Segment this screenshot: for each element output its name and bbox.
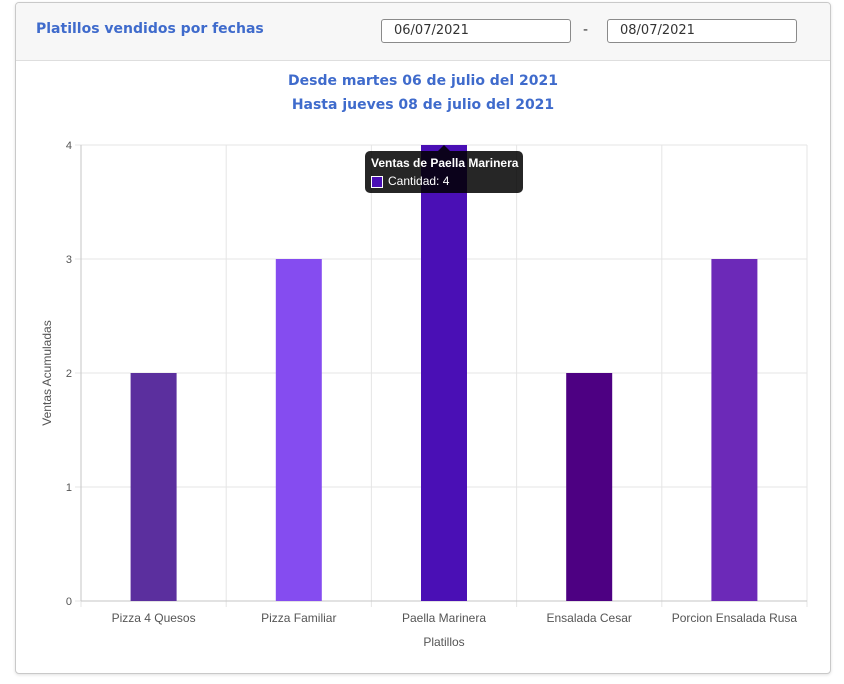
tooltip-swatch bbox=[371, 176, 383, 188]
x-tick-label: Pizza Familiar bbox=[261, 611, 336, 625]
bar-4 bbox=[711, 259, 758, 601]
y-tick-label: 0 bbox=[66, 596, 72, 608]
date-separator: - bbox=[583, 22, 589, 38]
y-tick-label: 3 bbox=[66, 254, 72, 266]
date-to-input[interactable]: 08/07/2021 bbox=[607, 19, 797, 43]
x-axis-title: Platillos bbox=[423, 635, 464, 649]
bar-3 bbox=[566, 373, 613, 601]
card-title: Platillos vendidos por fechas bbox=[36, 21, 264, 37]
chart-subtitle-from: Desde martes 06 de julio del 2021 bbox=[288, 73, 558, 89]
card-header: Platillos vendidos por fechas 06/07/2021… bbox=[16, 3, 830, 61]
x-tick-label: Paella Marinera bbox=[402, 611, 486, 625]
date-from-input[interactable]: 06/07/2021 bbox=[381, 19, 571, 43]
chart-subtitle-to: Hasta jueves 08 de julio del 2021 bbox=[291, 97, 555, 113]
x-tick-label: Pizza 4 Quesos bbox=[112, 611, 196, 625]
x-tick-label: Ensalada Cesar bbox=[547, 611, 632, 625]
bar-0 bbox=[130, 373, 177, 601]
x-tick-label: Porcion Ensalada Rusa bbox=[672, 611, 798, 625]
tooltip-value: Cantidad: 4 bbox=[388, 174, 450, 188]
chart-tooltip: Ventas de Paella Marinera Cantidad: 4 bbox=[365, 145, 523, 193]
bar-1 bbox=[275, 259, 322, 601]
bar-2 bbox=[421, 145, 467, 601]
bar-chart: 0 1 2 3 4 Pizza 4 Quesos Pizza Familiar Paella … bbox=[40, 140, 808, 649]
y-tick-label: 2 bbox=[66, 368, 72, 380]
chart-card: Platillos vendidos por fechas 06/07/2021… bbox=[15, 2, 831, 674]
y-tick-label: 1 bbox=[66, 482, 72, 494]
tooltip-title: Ventas de Paella Marinera bbox=[371, 156, 519, 170]
y-tick-label: 4 bbox=[66, 140, 72, 152]
y-axis-title: Ventas Acumuladas bbox=[40, 320, 54, 425]
